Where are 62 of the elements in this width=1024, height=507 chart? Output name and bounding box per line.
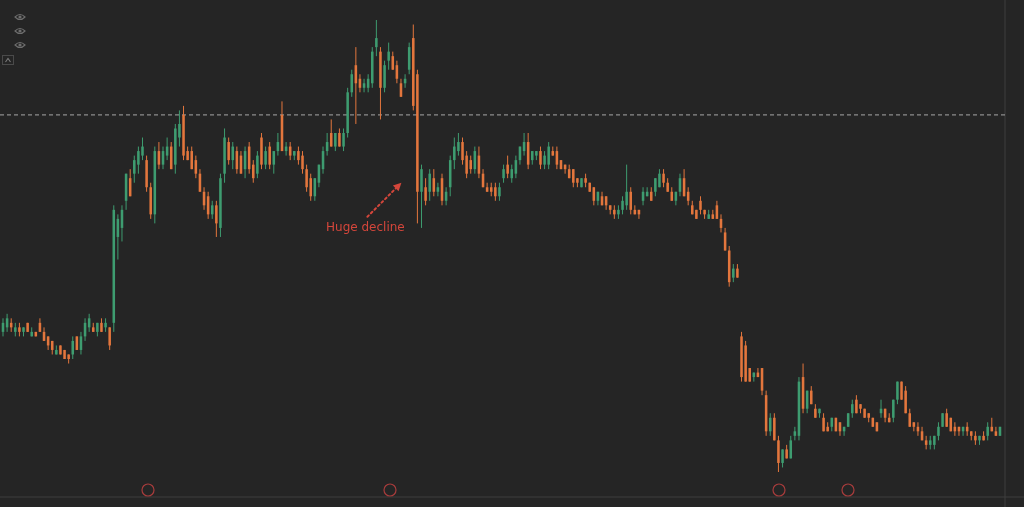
candlestick [908, 408, 912, 428]
candlestick [629, 186, 633, 215]
candlestick [264, 146, 267, 170]
candlestick [256, 150, 259, 179]
candlestick [457, 132, 460, 157]
candlestick [428, 168, 431, 202]
candlestick [301, 150, 304, 175]
annotation: Huge decline [326, 219, 405, 234]
candlestick [383, 60, 386, 93]
candlestick [297, 146, 300, 166]
candlestick [699, 195, 702, 215]
candlestick [494, 182, 497, 202]
candlestick [227, 137, 230, 166]
candlestick [924, 435, 928, 450]
candlestick [329, 118, 333, 148]
candlestick [986, 421, 989, 441]
candlestick [231, 141, 235, 170]
candlestick [252, 159, 255, 184]
candlestick [506, 155, 509, 179]
candlestick [362, 78, 366, 93]
candlestick [424, 177, 427, 206]
candlestick [375, 19, 378, 57]
candlestick [334, 132, 337, 152]
candlestick [543, 150, 546, 170]
candlestick [732, 263, 735, 283]
candlestick [141, 137, 144, 161]
candlestick [662, 168, 665, 188]
candlestick [453, 137, 456, 170]
candlestick [851, 399, 854, 419]
candlestick [210, 200, 214, 220]
candlestick [625, 164, 628, 211]
candlestick [621, 195, 624, 215]
candlestick [777, 435, 780, 473]
candlestick [350, 69, 354, 98]
candlestick [387, 42, 390, 71]
candlestick [108, 326, 111, 351]
candlestick [268, 141, 271, 170]
candlestick [498, 182, 501, 202]
candlestick [420, 164, 423, 229]
candlestick [71, 335, 75, 360]
candlestick [572, 168, 575, 188]
candlestick [215, 200, 218, 238]
candlestick [510, 164, 514, 184]
candlestick [904, 385, 907, 414]
candlestick [309, 173, 312, 202]
candlestick [133, 155, 136, 184]
candlestick [469, 155, 472, 175]
candlestick [793, 426, 797, 441]
candlestick [945, 408, 948, 428]
candlestick [305, 164, 308, 193]
candlestick [768, 412, 772, 437]
candlestick [773, 412, 776, 441]
candlestick [436, 182, 440, 197]
candlestick [654, 177, 657, 197]
candlestick [342, 127, 345, 152]
candlestick [781, 448, 784, 468]
candlestick [547, 141, 550, 170]
candlestick [539, 146, 542, 170]
candlestick [937, 421, 940, 441]
candlestick [502, 164, 505, 184]
candlestick [338, 127, 341, 148]
candlestick [137, 146, 140, 175]
